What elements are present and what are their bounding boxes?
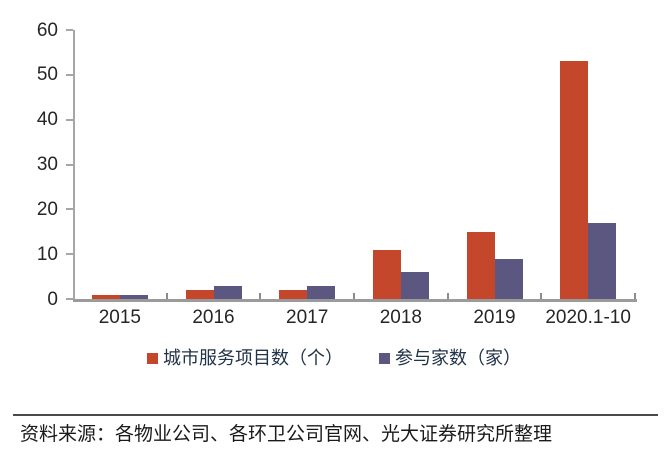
bar-series1-2015 [91,294,120,299]
bar-series1-2017 [279,290,308,299]
divider-line [13,414,658,416]
bar-series1-2019 [466,231,495,299]
legend-item-2: 参与家数（家） [379,348,521,368]
bar-series1-2020.1-10 [560,61,589,299]
x-axis-category-label: 2017 [286,307,329,328]
y-axis-line [73,30,75,302]
y-axis-tick-mark [66,253,73,256]
bar-series2-2016 [213,285,242,299]
x-axis-tick-mark [634,293,636,299]
x-axis-tick-mark [446,293,449,299]
x-axis-category-label: 2019 [473,307,516,328]
source-note: 资料来源：各物业公司、各环卫公司官网、光大证券研究所整理 [20,424,553,445]
bar-series2-2017 [307,285,336,299]
legend-swatch-icon [147,352,158,364]
y-axis-tick-mark [66,208,73,211]
y-axis-tick-label: 30 [36,154,58,175]
x-axis-category-label: 2015 [98,307,141,328]
legend-item-1: 城市服务项目数（个） [147,348,343,368]
y-axis-tick-label: 10 [36,243,58,265]
legend-label: 参与家数（家） [395,348,521,368]
bar-series2-2019 [494,258,523,299]
legend-swatch-icon [379,352,390,364]
y-axis-tick-label: 0 [47,288,58,310]
bar-series2-2015 [119,294,148,299]
y-axis-tick-mark [66,163,73,166]
y-axis-tick-mark [66,29,73,31]
bar-series2-2018 [400,272,429,299]
x-axis-category-label: 2020.1-10 [545,307,631,328]
y-axis-tick-label: 60 [36,19,58,41]
bar-series1-2016 [185,290,214,299]
y-axis-tick-label: 40 [36,109,58,131]
y-axis-tick-label: 20 [36,198,58,220]
x-axis-line [73,299,637,302]
x-axis-tick-mark [259,293,262,299]
x-axis-tick-mark [353,293,355,299]
chart-legend: 城市服务项目数（个） 参与家数（家） [0,348,668,368]
x-axis-category-label: 2016 [192,307,235,328]
x-axis-category-label: 2018 [379,307,422,328]
y-axis-tick-mark [66,298,73,300]
y-axis-tick-mark [66,73,73,76]
x-axis-tick-mark [540,293,543,299]
x-axis-tick-mark [165,293,168,299]
bar-series2-2020.1-10 [588,222,617,299]
legend-label: 城市服务项目数（个） [163,348,343,368]
y-axis-tick-label: 50 [36,64,58,86]
bar-series1-2018 [372,249,401,299]
y-axis-tick-mark [66,118,73,121]
